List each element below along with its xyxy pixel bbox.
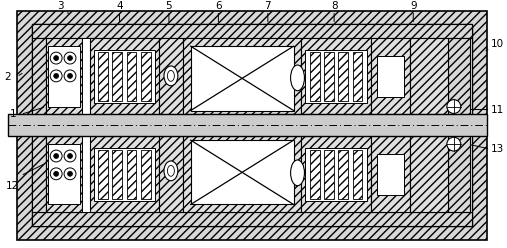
Circle shape — [54, 154, 59, 158]
Bar — [127, 150, 136, 199]
Ellipse shape — [164, 66, 178, 86]
Bar — [159, 136, 183, 212]
Circle shape — [50, 150, 62, 162]
Ellipse shape — [167, 165, 174, 176]
Bar — [98, 52, 108, 101]
Circle shape — [67, 73, 73, 78]
Circle shape — [447, 137, 461, 151]
Text: 7: 7 — [265, 1, 271, 11]
Bar — [310, 150, 320, 199]
Circle shape — [54, 73, 59, 78]
Bar — [302, 38, 371, 115]
Bar — [90, 38, 159, 115]
Bar — [191, 46, 294, 111]
Bar — [305, 148, 367, 201]
Circle shape — [50, 52, 62, 64]
Text: 4: 4 — [116, 1, 123, 11]
Bar — [324, 150, 334, 199]
Ellipse shape — [291, 65, 304, 91]
Bar — [183, 136, 302, 212]
Bar — [371, 136, 410, 212]
Circle shape — [67, 154, 73, 158]
Bar — [32, 38, 46, 212]
Bar — [191, 140, 294, 205]
Bar — [377, 56, 405, 97]
Text: 8: 8 — [331, 1, 338, 11]
Circle shape — [64, 52, 76, 64]
Text: 10: 10 — [491, 39, 504, 49]
Bar — [352, 150, 363, 199]
Bar — [127, 52, 136, 101]
Bar — [352, 52, 363, 101]
Bar — [32, 212, 472, 226]
Bar — [371, 38, 410, 115]
Text: 2: 2 — [5, 72, 11, 82]
Circle shape — [447, 100, 461, 114]
Bar — [183, 38, 302, 115]
Circle shape — [54, 171, 59, 176]
Circle shape — [54, 56, 59, 61]
Text: 6: 6 — [215, 1, 222, 11]
Bar — [32, 25, 472, 38]
Bar — [32, 25, 472, 226]
Bar — [98, 150, 108, 199]
Text: 11: 11 — [491, 104, 504, 115]
Bar — [82, 38, 90, 115]
Text: 13: 13 — [491, 144, 504, 154]
Bar — [302, 136, 371, 212]
Text: 5: 5 — [166, 1, 172, 11]
Bar — [448, 38, 469, 212]
Bar — [338, 52, 348, 101]
Bar — [310, 52, 320, 101]
Text: 3: 3 — [57, 1, 63, 11]
Bar — [8, 115, 487, 136]
Bar — [159, 38, 183, 115]
Bar — [46, 38, 82, 115]
Circle shape — [50, 70, 62, 82]
Bar — [46, 136, 82, 212]
Bar — [94, 148, 155, 201]
Ellipse shape — [291, 160, 304, 186]
Ellipse shape — [164, 161, 178, 181]
Text: 12: 12 — [6, 181, 19, 191]
Bar — [141, 52, 151, 101]
Bar — [82, 136, 90, 212]
Bar — [94, 50, 155, 103]
Bar — [377, 154, 405, 195]
Circle shape — [67, 171, 73, 176]
Bar — [338, 150, 348, 199]
Circle shape — [64, 70, 76, 82]
Circle shape — [67, 56, 73, 61]
Bar — [90, 136, 159, 212]
Circle shape — [64, 168, 76, 180]
Text: 1: 1 — [9, 109, 16, 120]
Text: 9: 9 — [410, 1, 417, 11]
Ellipse shape — [167, 70, 174, 81]
Bar — [48, 144, 80, 205]
Bar — [410, 38, 448, 115]
Bar — [305, 50, 367, 103]
Circle shape — [50, 168, 62, 180]
Bar — [410, 136, 448, 212]
Circle shape — [64, 150, 76, 162]
Bar — [324, 52, 334, 101]
Bar — [48, 46, 80, 107]
Bar — [113, 150, 122, 199]
Bar — [141, 150, 151, 199]
Bar — [113, 52, 122, 101]
